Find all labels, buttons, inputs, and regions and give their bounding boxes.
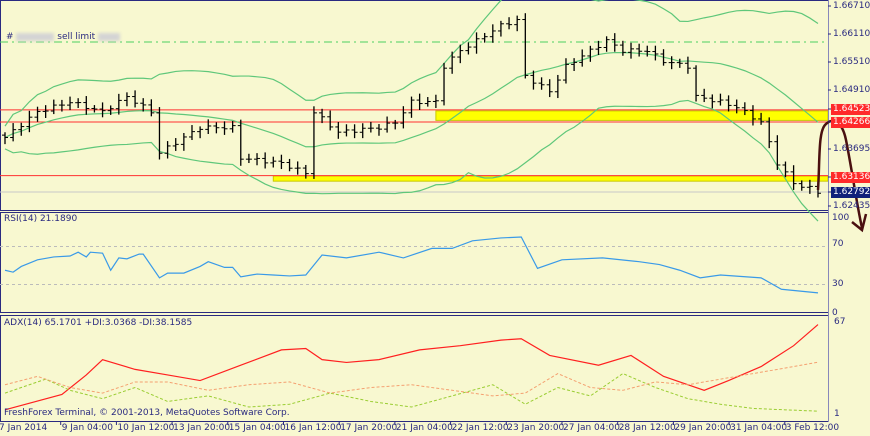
rsi-title: RSI(14) 21.1890 [4, 214, 78, 224]
adx-title: ADX(14) 65.1701 +DI:3.0368 -DI:38.1585 [4, 318, 193, 328]
price-label: 1.63695 [833, 144, 870, 154]
price-label: 1.64523 [831, 104, 870, 115]
time-label: 31 Jan 04:00 [730, 423, 788, 433]
time-label: 21 Jan 04:00 [395, 423, 453, 433]
price-label: 1.64910 [833, 85, 870, 95]
adx-panel [0, 315, 829, 422]
price-label: 1.62435 [833, 201, 870, 211]
adx-line [4, 324, 819, 411]
time-label: 17 Jan 20:00 [340, 423, 398, 433]
time-label: 22 Jan 12:00 [451, 423, 509, 433]
adx-axis-label: 67 [834, 317, 846, 327]
support-resistance-zone [272, 175, 829, 182]
rsi-axis-label: 100 [832, 213, 850, 223]
minus-di-line [4, 361, 819, 397]
time-label: 9 Jan 04:00 [61, 423, 113, 433]
redacted-price [98, 32, 121, 41]
rsi-axis-label: 0 [832, 308, 838, 318]
time-label: 23 Jan 20:00 [507, 423, 565, 433]
time-label: 27 Jan 04:00 [563, 423, 620, 433]
time-label: 15 Jan 04:00 [228, 423, 286, 433]
plus-di-line [4, 373, 819, 412]
adx-axis-label: 1 [834, 409, 840, 419]
terminal-caption: FreshForex Terminal, © 2001-2013, MetaQu… [4, 408, 290, 418]
price-label: 1.66710 [833, 1, 870, 11]
time-label: 29 Jan 20:00 [674, 423, 732, 433]
rsi-line [4, 236, 819, 294]
rsi-axis-label: 30 [832, 279, 844, 289]
price-label: 1.65510 [833, 57, 870, 67]
bollinger-upper [4, 0, 819, 127]
order-prefix: # [6, 32, 14, 42]
sell-limit-label: # sell limit [6, 32, 121, 42]
price-label: 1.62792 [831, 187, 870, 198]
price-label: 1.66110 [833, 29, 870, 39]
time-label: 7 Jan 2014 [0, 423, 48, 433]
bollinger-lower [4, 99, 819, 222]
arrow-head-icon [851, 213, 868, 233]
time-label: 13 Jan 20:00 [173, 423, 231, 433]
bollinger-middle [4, 51, 819, 148]
order-type: sell limit [57, 32, 96, 42]
time-label: 3 Feb 12:00 [785, 423, 840, 433]
time-label: 10 Jan 12:00 [117, 423, 175, 433]
redacted-ticket [16, 32, 55, 41]
time-label: 16 Jan 12:00 [284, 423, 342, 433]
rsi-panel [0, 212, 829, 313]
price-label: 1.63136 [831, 172, 870, 183]
price-label: 1.64266 [831, 117, 870, 128]
rsi-axis-label: 70 [832, 239, 844, 249]
time-label: 28 Jan 12:00 [618, 423, 676, 433]
